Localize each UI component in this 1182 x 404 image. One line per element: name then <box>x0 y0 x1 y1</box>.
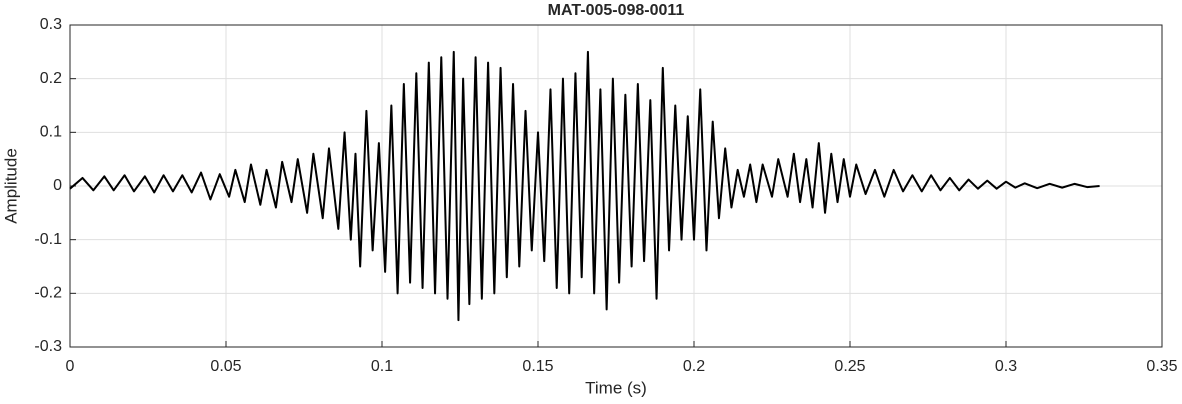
x-tick-label: 0 <box>66 358 75 375</box>
axes-box <box>69 24 1163 348</box>
x-tick-label: 0.15 <box>522 358 553 375</box>
chart-title: MAT-005-098-0011 <box>548 2 685 19</box>
y-tick-label: 0.3 <box>40 16 62 33</box>
x-tick-label: 0.3 <box>995 358 1017 375</box>
y-tick-label: -0.3 <box>34 338 62 355</box>
y-tick-label: 0.1 <box>40 124 62 141</box>
x-tick-label: 0.1 <box>371 358 393 375</box>
x-tick-label: 0.35 <box>1146 358 1177 375</box>
x-tick-label: 0.2 <box>683 358 705 375</box>
signal-line <box>69 50 1100 322</box>
y-tick-label: 0 <box>53 177 62 194</box>
x-tick-label: 0.05 <box>210 358 241 375</box>
x-tick-label: 0.25 <box>834 358 865 375</box>
y-tick-label: -0.1 <box>34 231 62 248</box>
y-axis-label: Amplitude <box>1 148 20 224</box>
y-tick-label: 0.2 <box>40 70 62 87</box>
x-axis-label: Time (s) <box>585 378 647 397</box>
y-tick-label: -0.2 <box>34 285 62 302</box>
